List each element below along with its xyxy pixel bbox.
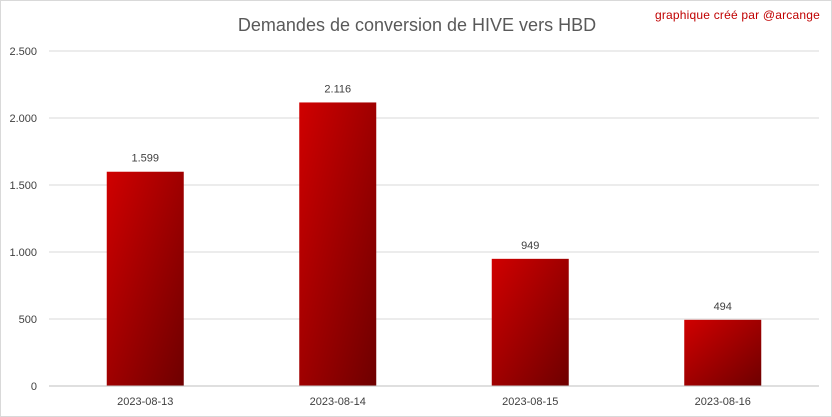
y-tick-label: 500: [19, 314, 37, 326]
x-tick-label: 2023-08-13: [117, 396, 173, 408]
chart-title: Demandes de conversion de HIVE vers HBD: [238, 15, 596, 35]
bar-value-label: 1.599: [131, 153, 159, 165]
bar-value-label: 2.116: [324, 83, 351, 95]
bar-value-label: 494: [714, 301, 732, 313]
bar-value-label: 949: [521, 240, 539, 252]
bar-2023-08-14: [299, 102, 377, 387]
x-tick-label: 2023-08-14: [310, 396, 366, 408]
bar-2023-08-13: [106, 171, 184, 386]
y-tick-label: 2.000: [9, 113, 37, 125]
y-tick-label: 2.500: [9, 46, 37, 58]
y-tick-label: 1.500: [9, 180, 37, 192]
x-tick-label: 2023-08-16: [695, 396, 751, 408]
x-tick-label: 2023-08-15: [502, 396, 558, 408]
bar-2023-08-16: [684, 319, 762, 386]
y-tick-label: 1.000: [9, 247, 37, 259]
chart-credit: graphique créé par @arcange: [654, 8, 820, 22]
y-tick-label: 0: [31, 381, 37, 393]
bar-2023-08-15: [491, 258, 569, 386]
